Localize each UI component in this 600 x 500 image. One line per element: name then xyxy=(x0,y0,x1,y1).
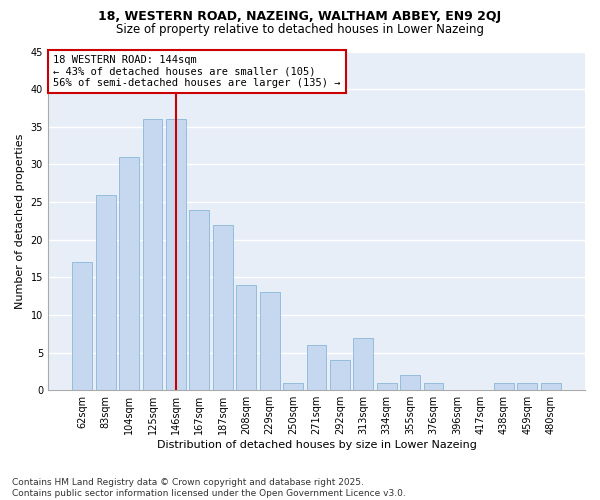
Bar xyxy=(236,285,256,390)
Text: Size of property relative to detached houses in Lower Nazeing: Size of property relative to detached ho… xyxy=(116,22,484,36)
Bar xyxy=(143,119,163,390)
Bar xyxy=(377,382,397,390)
Bar xyxy=(400,375,420,390)
Y-axis label: Number of detached properties: Number of detached properties xyxy=(15,133,25,308)
Bar xyxy=(119,157,139,390)
Bar xyxy=(424,382,443,390)
Bar xyxy=(494,382,514,390)
Bar xyxy=(307,345,326,390)
Bar xyxy=(190,210,209,390)
Bar xyxy=(96,194,116,390)
Bar xyxy=(330,360,350,390)
Text: 18, WESTERN ROAD, NAZEING, WALTHAM ABBEY, EN9 2QJ: 18, WESTERN ROAD, NAZEING, WALTHAM ABBEY… xyxy=(98,10,502,23)
Bar xyxy=(213,224,233,390)
Bar xyxy=(260,292,280,390)
Bar xyxy=(541,382,560,390)
Bar xyxy=(283,382,303,390)
X-axis label: Distribution of detached houses by size in Lower Nazeing: Distribution of detached houses by size … xyxy=(157,440,476,450)
Bar xyxy=(166,119,186,390)
Bar xyxy=(353,338,373,390)
Text: 18 WESTERN ROAD: 144sqm
← 43% of detached houses are smaller (105)
56% of semi-d: 18 WESTERN ROAD: 144sqm ← 43% of detache… xyxy=(53,55,341,88)
Bar xyxy=(517,382,537,390)
Bar xyxy=(73,262,92,390)
Text: Contains HM Land Registry data © Crown copyright and database right 2025.
Contai: Contains HM Land Registry data © Crown c… xyxy=(12,478,406,498)
